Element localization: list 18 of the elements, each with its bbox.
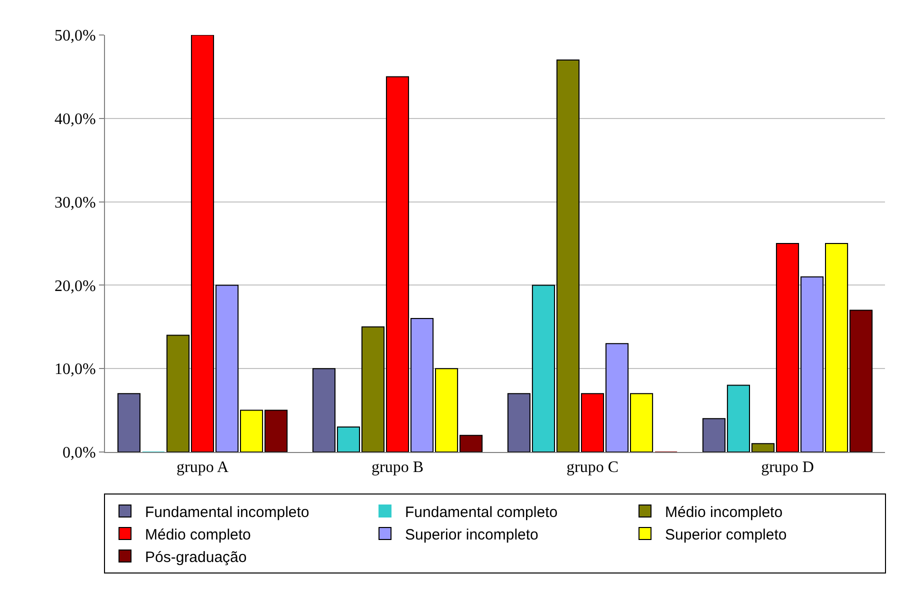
legend-label: Fundamental completo [405,504,558,521]
y-tick-label: 50,0% [54,28,96,45]
legend-label: Médio completo [145,526,251,544]
legend-label: Pós-graduação [145,548,247,566]
legend-label: Superior completo [665,526,787,544]
x-tick-label: grupo D [761,459,814,476]
legend-label: Fundamental incompleto [145,504,310,521]
y-tick-label: 0,0% [62,444,96,462]
y-tick-label: 20,0% [54,278,96,295]
x-tick-label: grupo B [372,459,424,476]
bar [117,393,140,452]
y-tick-label: 30,0% [54,194,96,212]
y-tick-label: 10,0% [54,361,96,378]
legend-label: Superior incompleto [405,526,538,544]
x-tick-label: grupo C [566,459,618,476]
x-tick-label: grupo A [176,459,229,476]
legend-label: Médio incompleto [665,504,783,521]
y-tick-label: 40,0% [54,111,96,128]
